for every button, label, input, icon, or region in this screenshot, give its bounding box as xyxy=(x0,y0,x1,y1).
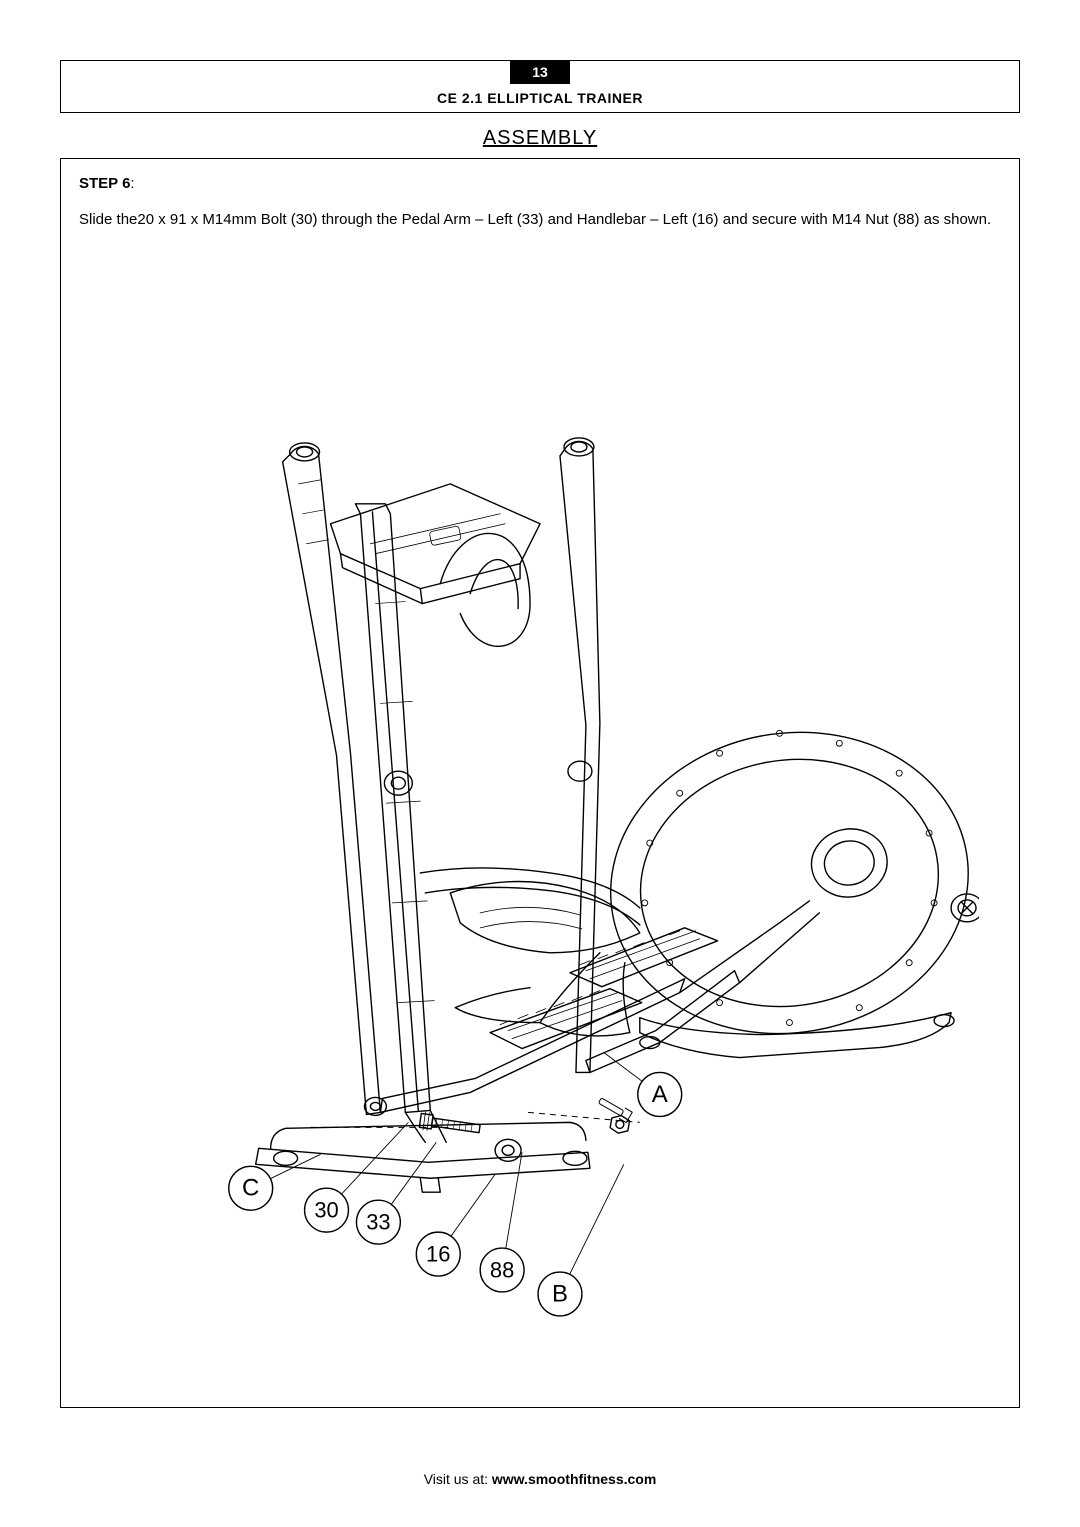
footer-url: www.smoothfitness.com xyxy=(492,1471,656,1487)
svg-text:C: C xyxy=(242,1175,259,1202)
svg-text:30: 30 xyxy=(314,1198,338,1223)
step-label: STEP 6: xyxy=(79,175,1001,192)
svg-text:16: 16 xyxy=(426,1242,450,1267)
colon: : xyxy=(130,175,134,192)
svg-text:A: A xyxy=(652,1081,668,1108)
content-box: STEP 6: Slide the20 x 91 x M14mm Bolt (3… xyxy=(60,158,1020,1408)
instruction-text: Slide the20 x 91 x M14mm Bolt (30) throu… xyxy=(79,210,1001,230)
page-footer: Visit us at: www.smoothfitness.com xyxy=(0,1471,1080,1487)
footer-prefix: Visit us at: xyxy=(424,1471,492,1487)
section-title: ASSEMBLY xyxy=(60,127,1020,150)
svg-text:33: 33 xyxy=(366,1210,390,1235)
product-title: CE 2.1 ELLIPTICAL TRAINER xyxy=(61,90,1019,106)
step-number: STEP 6 xyxy=(79,175,130,192)
page-number-tab: 13 xyxy=(510,60,570,84)
manual-page: 13 CE 2.1 ELLIPTICAL TRAINER ASSEMBLY ST… xyxy=(0,0,1080,1527)
svg-text:88: 88 xyxy=(490,1258,514,1283)
assembly-diagram: A B C 30 33 16 88 xyxy=(121,339,979,1367)
page-header-box: 13 CE 2.1 ELLIPTICAL TRAINER xyxy=(60,60,1020,113)
svg-text:B: B xyxy=(552,1280,568,1307)
